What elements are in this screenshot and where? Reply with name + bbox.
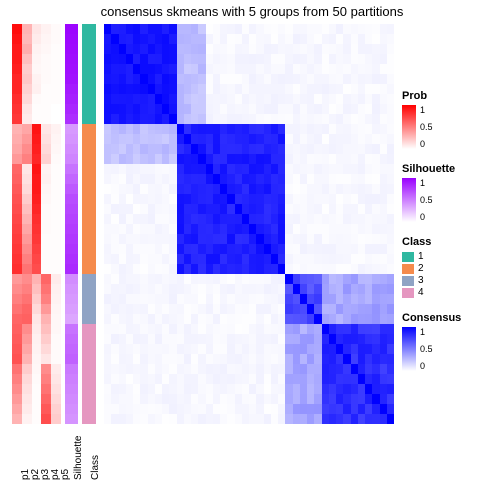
legend-prob-title: Prob: [402, 90, 498, 102]
legend-prob: Prob 1 0.5 0: [402, 90, 498, 149]
legend-prob-gradient: 1 0.5 0: [402, 105, 416, 149]
legend-consensus-ticks: 1 0.5 0: [420, 327, 433, 371]
anno-col-p2: [22, 24, 32, 424]
legend-panel: Prob 1 0.5 0 Silhouette 1 0.5 0 Class 12…: [402, 90, 498, 385]
legend-class-swatch: [402, 252, 414, 262]
legend-class-swatch: [402, 276, 414, 286]
legend-class-item: 4: [402, 287, 498, 298]
legend-class: Class 1234: [402, 236, 498, 298]
anno-label-class: Class: [90, 466, 101, 480]
legend-class-items: 1234: [402, 251, 498, 298]
legend-class-item: 3: [402, 275, 498, 286]
legend-class-label: 4: [418, 287, 424, 298]
legend-silhouette-ticks: 1 0.5 0: [420, 178, 433, 222]
legend-class-label: 3: [418, 275, 424, 286]
chart-title: consensus skmeans with 5 groups from 50 …: [0, 4, 504, 19]
anno-col-class: [82, 24, 96, 424]
anno-col-p1: [12, 24, 22, 424]
legend-consensus: Consensus 1 0.5 0: [402, 312, 498, 371]
legend-class-swatch: [402, 288, 414, 298]
legend-silhouette-title: Silhouette: [402, 163, 498, 175]
annotation-column-labels: p1p2p3p4p5SilhouetteClass: [12, 428, 96, 500]
legend-class-title: Class: [402, 236, 498, 248]
legend-class-label: 2: [418, 263, 424, 274]
legend-consensus-gradient: 1 0.5 0: [402, 327, 416, 371]
anno-col-p4: [41, 24, 51, 424]
anno-col-p3: [32, 24, 42, 424]
legend-class-item: 2: [402, 263, 498, 274]
anno-col-silhouette: [65, 24, 79, 424]
legend-silhouette: Silhouette 1 0.5 0: [402, 163, 498, 222]
legend-silhouette-gradient: 1 0.5 0: [402, 178, 416, 222]
legend-class-label: 1: [418, 251, 424, 262]
legend-class-swatch: [402, 264, 414, 274]
legend-class-item: 1: [402, 251, 498, 262]
consensus-heatmap: [104, 24, 394, 424]
row-annotation-tracks: [12, 24, 96, 424]
anno-col-p5: [51, 24, 61, 424]
legend-consensus-title: Consensus: [402, 312, 498, 324]
legend-prob-ticks: 1 0.5 0: [420, 105, 433, 149]
